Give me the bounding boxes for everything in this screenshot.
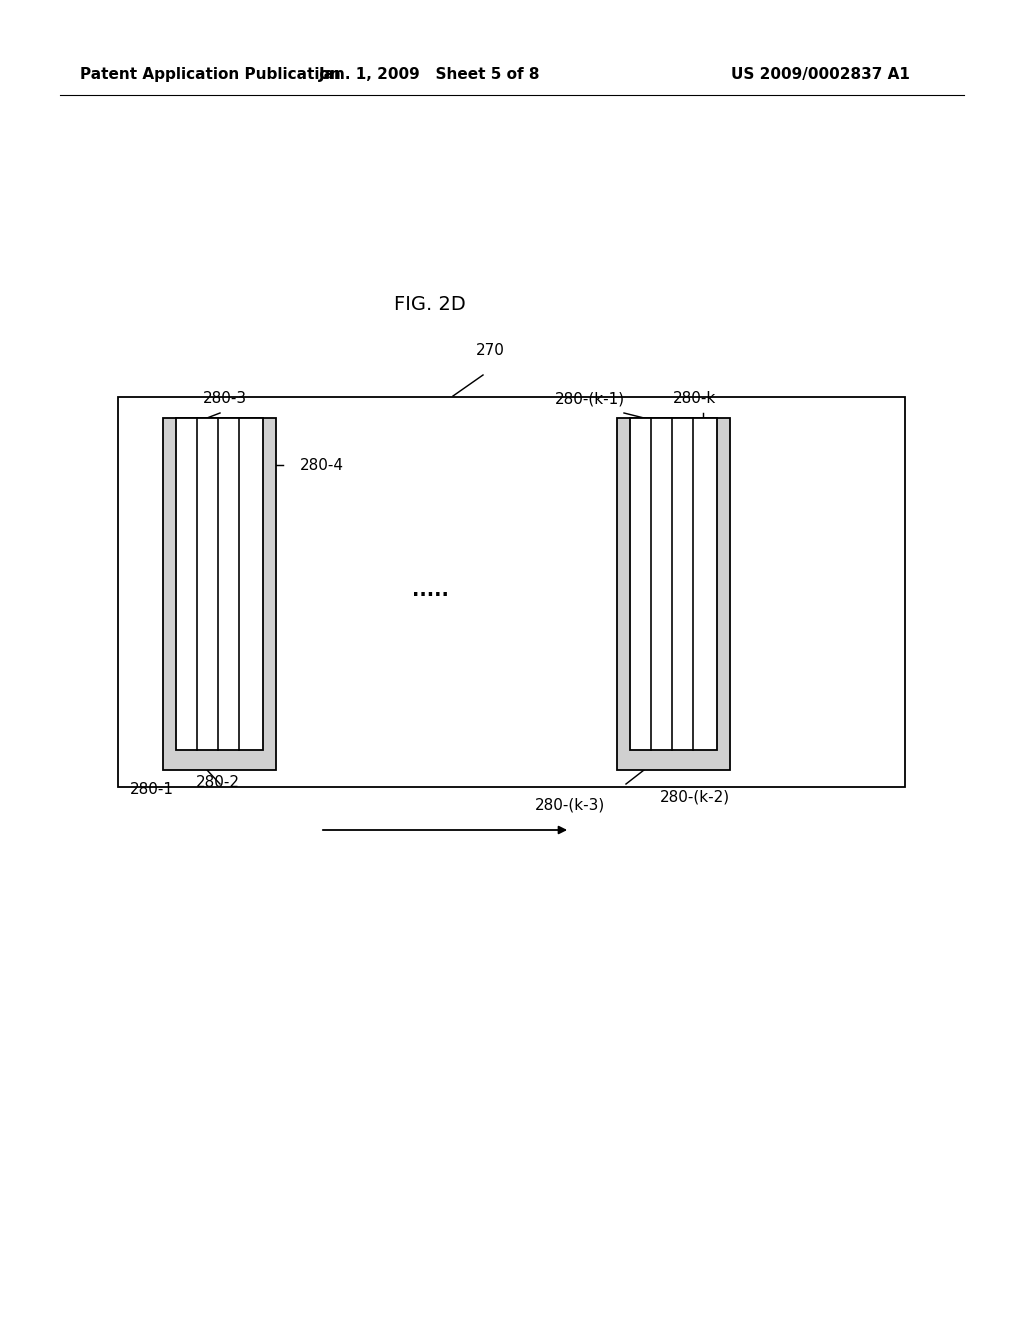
Text: 280-(k-3): 280-(k-3) bbox=[535, 797, 605, 812]
Bar bbox=[176, 418, 263, 750]
Text: 280-4: 280-4 bbox=[300, 458, 344, 473]
Text: FIG. 2D: FIG. 2D bbox=[394, 296, 466, 314]
Text: 280-2: 280-2 bbox=[196, 775, 240, 789]
Text: 270: 270 bbox=[475, 343, 505, 358]
Bar bbox=[630, 418, 717, 750]
Text: Jan. 1, 2009   Sheet 5 of 8: Jan. 1, 2009 Sheet 5 of 8 bbox=[319, 67, 541, 82]
Text: 280-1: 280-1 bbox=[130, 781, 174, 797]
Bar bbox=[617, 418, 730, 770]
Text: 280-k: 280-k bbox=[674, 391, 717, 407]
Text: 280-(k-1): 280-(k-1) bbox=[555, 391, 625, 407]
Bar bbox=[163, 418, 276, 770]
Bar bbox=[118, 397, 905, 787]
Text: .....: ..... bbox=[412, 581, 449, 599]
Text: 280-3: 280-3 bbox=[203, 391, 247, 407]
Text: Patent Application Publication: Patent Application Publication bbox=[80, 67, 341, 82]
Text: US 2009/0002837 A1: US 2009/0002837 A1 bbox=[730, 67, 909, 82]
Text: 280-(k-2): 280-(k-2) bbox=[659, 789, 730, 805]
